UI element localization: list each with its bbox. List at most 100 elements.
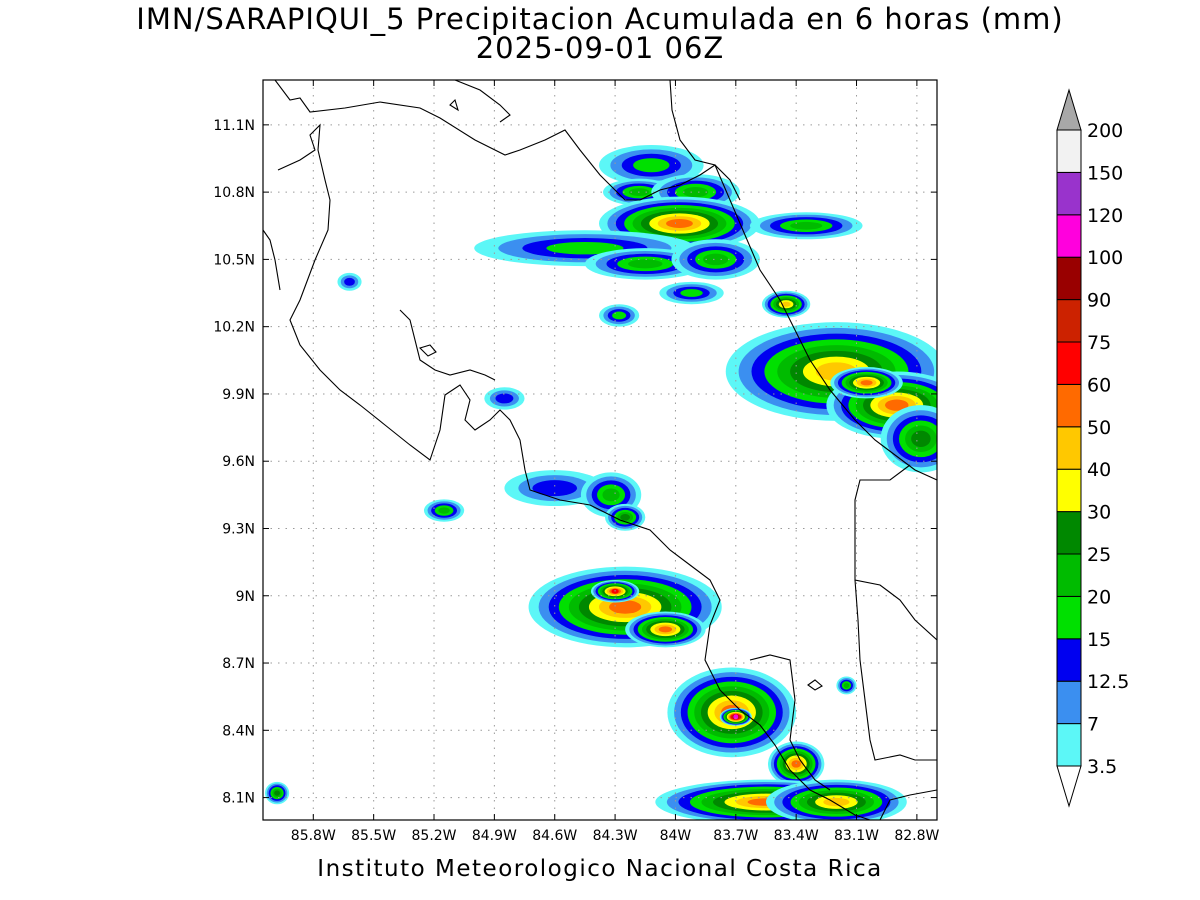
coastlines-and-borders (263, 80, 937, 820)
colorbar-segment (1056, 638, 1082, 682)
precip-cell (265, 781, 290, 805)
precip-contour (495, 393, 514, 404)
precip-contour (546, 241, 624, 255)
colorbar-label: 75 (1087, 332, 1111, 354)
precip-contour (532, 480, 578, 497)
lon-tick-label: 84.6W (532, 828, 577, 844)
island-chira (418, 344, 437, 357)
colorbar-segment (1056, 171, 1082, 216)
colorbar-segment (1056, 595, 1082, 640)
precip-contour (781, 301, 791, 307)
precip-cell (880, 405, 937, 473)
colorbar-label: 150 (1087, 162, 1123, 184)
precip-contour (628, 259, 663, 269)
precip-cell (423, 499, 465, 522)
precip-contour (633, 158, 670, 173)
western-coast-north (263, 229, 281, 291)
lon-tick-label: 83.7W (713, 828, 758, 844)
colorbar-label: 200 (1087, 120, 1123, 142)
lon-tick-label: 84.3W (593, 828, 638, 844)
costa-rica-nicaragua-border (639, 164, 741, 201)
colorbar-label: 60 (1087, 374, 1111, 396)
longitude-axis: 85.8W 85.5W 85.2W 84.9W 84.6W 84.3W 84W 83.7W 83… (291, 80, 940, 844)
burica-border (854, 579, 937, 761)
precip-contour (609, 600, 642, 614)
precipitation-field (265, 145, 937, 820)
colorbar-segment (1056, 341, 1082, 385)
lon-tick-label: 83.4W (774, 828, 819, 844)
colorbar-label: 3.5 (1087, 756, 1117, 778)
lat-tick-label: 10.2N (213, 320, 255, 336)
precip-contour (680, 289, 703, 297)
precip-cell (830, 367, 903, 399)
lat-tick-label: 8.7N (222, 656, 255, 672)
lat-tick-label: 10.5N (213, 252, 255, 268)
precip-contour (911, 430, 931, 447)
colorbar-label: 120 (1087, 205, 1123, 227)
precip-cell (598, 145, 704, 186)
precip-contour (843, 682, 850, 689)
precip-contour (658, 626, 673, 633)
precip-contour (860, 380, 873, 386)
colorbar-legend: 3.5 7 12.5 15 20 25 30 40 50 60 75 90 100 120 150 200 (1056, 88, 1129, 808)
lat-tick-label: 9.9N (222, 387, 255, 403)
colorbar-label: 30 (1087, 502, 1111, 524)
precip-contour (885, 399, 909, 411)
precip-contour (733, 714, 739, 720)
precip-cell (766, 779, 907, 820)
colorbar-segment (1056, 468, 1082, 513)
lon-tick-label: 84W (660, 828, 692, 844)
colorbar-segment (1056, 299, 1082, 343)
precip-cell (484, 387, 525, 410)
precip-contour (438, 507, 450, 514)
lat-tick-label: 9.3N (222, 521, 255, 537)
precip-contour (344, 277, 355, 286)
colorbar-segment (1056, 511, 1082, 555)
colorbar-segment (1056, 553, 1082, 597)
graticule (263, 80, 937, 820)
lon-tick-label: 85.5W (351, 828, 396, 844)
precip-cell (625, 611, 706, 648)
colorbar-label: 25 (1087, 544, 1111, 566)
lon-tick-label: 82.8W (894, 828, 939, 844)
precip-contour (703, 253, 729, 266)
precip-cell (749, 212, 863, 240)
lake-nicaragua-shore (274, 80, 640, 201)
lon-tick-label: 83.1W (834, 828, 879, 844)
colorbar-label: 40 (1087, 459, 1111, 481)
precip-contour (274, 790, 281, 796)
colorbar-label: 7 (1087, 714, 1099, 736)
colorbar-segment (1056, 723, 1082, 767)
map-title: IMN/SARAPIQUI_5 Precipitacion Acumulada … (136, 2, 1064, 36)
colorbar-segment (1056, 129, 1082, 173)
punta-burica (807, 679, 823, 691)
lat-tick-label: 9.6N (222, 454, 255, 470)
lon-tick-label: 85.8W (291, 828, 336, 844)
lat-tick-label: 9N (236, 589, 255, 605)
island-small (449, 98, 459, 112)
colorbar-label: 50 (1087, 417, 1111, 439)
caribbean-coast (669, 80, 937, 481)
colorbar-segment (1056, 214, 1082, 258)
colorbar-label: 20 (1087, 586, 1111, 608)
precip-contour (612, 311, 627, 320)
lat-tick-label: 11.1N (213, 118, 255, 134)
colorbar-label: 15 (1087, 629, 1111, 651)
colorbar-segment (1056, 680, 1082, 725)
map-frame (262, 79, 938, 821)
latitude-axis: 11.1N 10.8N 10.5N 10.2N 9.9N 9.6N 9.3N 9N 8.7N 8.… (213, 118, 937, 807)
map-subtitle-datetime: 2025-09-01 06Z (475, 31, 725, 65)
colorbar-over-arrow (1056, 88, 1082, 131)
precip-cell (598, 304, 640, 327)
colorbar-under-arrow (1056, 765, 1082, 808)
lon-tick-label: 85.2W (412, 828, 457, 844)
precip-contour (602, 488, 620, 502)
nicoya-gulf-inner (399, 309, 496, 381)
precip-cell (337, 272, 362, 291)
colorbar-segment (1056, 256, 1082, 301)
lake-nicaragua-shore-north (454, 80, 511, 123)
precip-cell (504, 470, 606, 507)
footer-credit: Instituto Meteorologico Nacional Costa R… (317, 856, 883, 882)
southern-coast-panama (879, 789, 937, 820)
